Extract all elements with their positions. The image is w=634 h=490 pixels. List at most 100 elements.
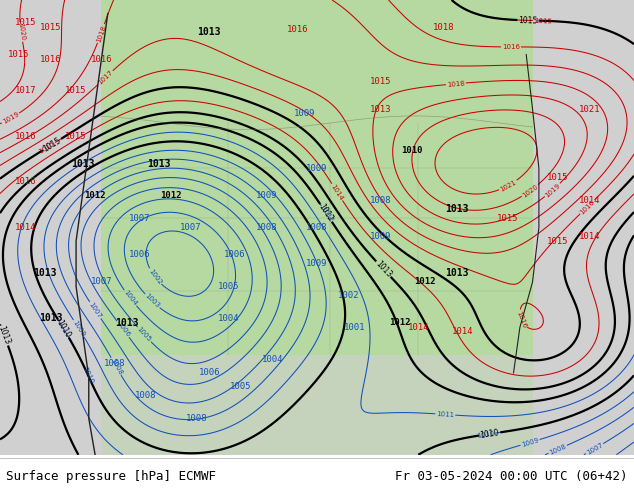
Text: 1016: 1016	[287, 25, 309, 34]
Text: 1008: 1008	[135, 391, 157, 400]
Text: 1016: 1016	[579, 198, 596, 215]
Text: 1013: 1013	[146, 159, 171, 169]
Text: 1013: 1013	[39, 313, 63, 323]
Text: 1010: 1010	[401, 146, 423, 154]
Bar	[76, 355, 545, 455]
Text: 1013: 1013	[0, 325, 12, 346]
Text: 1008: 1008	[256, 223, 277, 232]
Text: 1014: 1014	[15, 223, 36, 232]
Text: 1008: 1008	[306, 223, 328, 232]
Text: 1007: 1007	[179, 223, 201, 232]
Text: 1013: 1013	[115, 318, 139, 328]
Text: 1017: 1017	[15, 86, 36, 96]
Text: 1001: 1001	[344, 323, 366, 332]
Text: 1015: 1015	[15, 18, 36, 27]
Text: 1014: 1014	[408, 323, 429, 332]
Text: 1020: 1020	[521, 183, 539, 198]
Text: 1009: 1009	[521, 437, 540, 448]
Text: 1013: 1013	[32, 268, 56, 278]
Text: 1015: 1015	[41, 136, 63, 153]
Text: 1009: 1009	[306, 259, 328, 268]
Text: 1004: 1004	[217, 314, 239, 323]
Text: 1007: 1007	[129, 214, 150, 223]
Text: 1015: 1015	[518, 16, 538, 25]
Text: 1011: 1011	[436, 411, 455, 418]
Text: 1012: 1012	[389, 318, 410, 327]
Text: 1015: 1015	[37, 141, 56, 155]
Text: 1010: 1010	[82, 366, 94, 385]
Text: 1004: 1004	[122, 289, 138, 307]
Text: 1006: 1006	[129, 250, 150, 259]
Text: 1017: 1017	[97, 69, 114, 86]
Text: 1005: 1005	[217, 282, 239, 291]
Text: 1003: 1003	[143, 293, 160, 310]
Text: 1016: 1016	[40, 54, 61, 64]
Text: 1016: 1016	[502, 44, 520, 50]
Text: 1010: 1010	[476, 430, 495, 439]
Text: 1006: 1006	[115, 320, 131, 338]
Bar	[533, 0, 634, 455]
Text: 1002: 1002	[147, 268, 162, 286]
Text: 1009: 1009	[294, 109, 315, 118]
Text: 1014: 1014	[579, 196, 600, 205]
Text: 1009: 1009	[306, 164, 328, 173]
Text: 1013: 1013	[370, 105, 391, 114]
Text: Surface pressure [hPa] ECMWF: Surface pressure [hPa] ECMWF	[6, 470, 216, 483]
Text: Fr 03-05-2024 00:00 UTC (06+42): Fr 03-05-2024 00:00 UTC (06+42)	[395, 470, 628, 483]
Text: 1009: 1009	[72, 319, 86, 338]
Text: 1007: 1007	[91, 277, 112, 287]
Text: 1013: 1013	[444, 268, 469, 278]
Text: 1006: 1006	[198, 368, 220, 377]
Text: 1015: 1015	[65, 132, 87, 141]
Text: 1007: 1007	[87, 301, 103, 319]
Text: 1009: 1009	[370, 232, 391, 241]
Text: 1010: 1010	[480, 428, 500, 440]
Text: 1006: 1006	[224, 250, 245, 259]
Text: 1015: 1015	[547, 237, 569, 245]
Text: 1013: 1013	[70, 159, 94, 169]
Text: 1015: 1015	[547, 173, 569, 182]
Text: 1012: 1012	[414, 277, 436, 287]
Text: 1005: 1005	[136, 326, 152, 343]
Text: 1008: 1008	[186, 414, 207, 423]
Text: 1018: 1018	[433, 23, 455, 32]
Text: 1012: 1012	[320, 205, 334, 223]
Text: 1014: 1014	[452, 327, 474, 337]
Text: 1021: 1021	[499, 179, 517, 193]
Text: 1013: 1013	[373, 259, 393, 279]
Text: 1016: 1016	[15, 132, 36, 141]
Text: 1008: 1008	[548, 443, 567, 456]
Text: 1009: 1009	[256, 191, 277, 200]
Text: 1021: 1021	[579, 105, 600, 114]
Text: 1015: 1015	[8, 50, 30, 59]
Text: 1013: 1013	[444, 204, 469, 214]
Text: 1020: 1020	[17, 23, 25, 41]
Text: 1018: 1018	[95, 24, 107, 43]
Text: 1012: 1012	[317, 202, 335, 223]
Text: 1018: 1018	[447, 80, 465, 88]
Text: 1019: 1019	[1, 111, 20, 125]
Text: 1012: 1012	[160, 191, 182, 200]
Text: 1008: 1008	[109, 357, 123, 376]
Text: 1016: 1016	[91, 54, 112, 64]
Text: 1015: 1015	[65, 86, 87, 96]
Text: 1008: 1008	[103, 359, 125, 368]
Text: 1015: 1015	[496, 214, 518, 223]
Text: 1015: 1015	[370, 77, 391, 86]
Text: 1014: 1014	[330, 183, 344, 201]
Text: 1010: 1010	[55, 318, 72, 339]
Text: 1007: 1007	[585, 441, 604, 456]
Text: 1015: 1015	[40, 23, 61, 32]
Text: 1004: 1004	[262, 355, 283, 364]
Text: 1016: 1016	[15, 177, 36, 186]
Text: 1008: 1008	[370, 196, 391, 205]
Text: 1013: 1013	[197, 27, 221, 37]
Text: 1012: 1012	[84, 191, 106, 200]
Text: 1015: 1015	[534, 18, 552, 24]
Text: 1002: 1002	[338, 291, 359, 300]
Text: 1016: 1016	[515, 310, 527, 329]
Bar	[0, 0, 101, 455]
Text: 1019: 1019	[544, 182, 561, 198]
Text: 1014: 1014	[579, 232, 600, 241]
Text: 1005: 1005	[230, 382, 252, 391]
